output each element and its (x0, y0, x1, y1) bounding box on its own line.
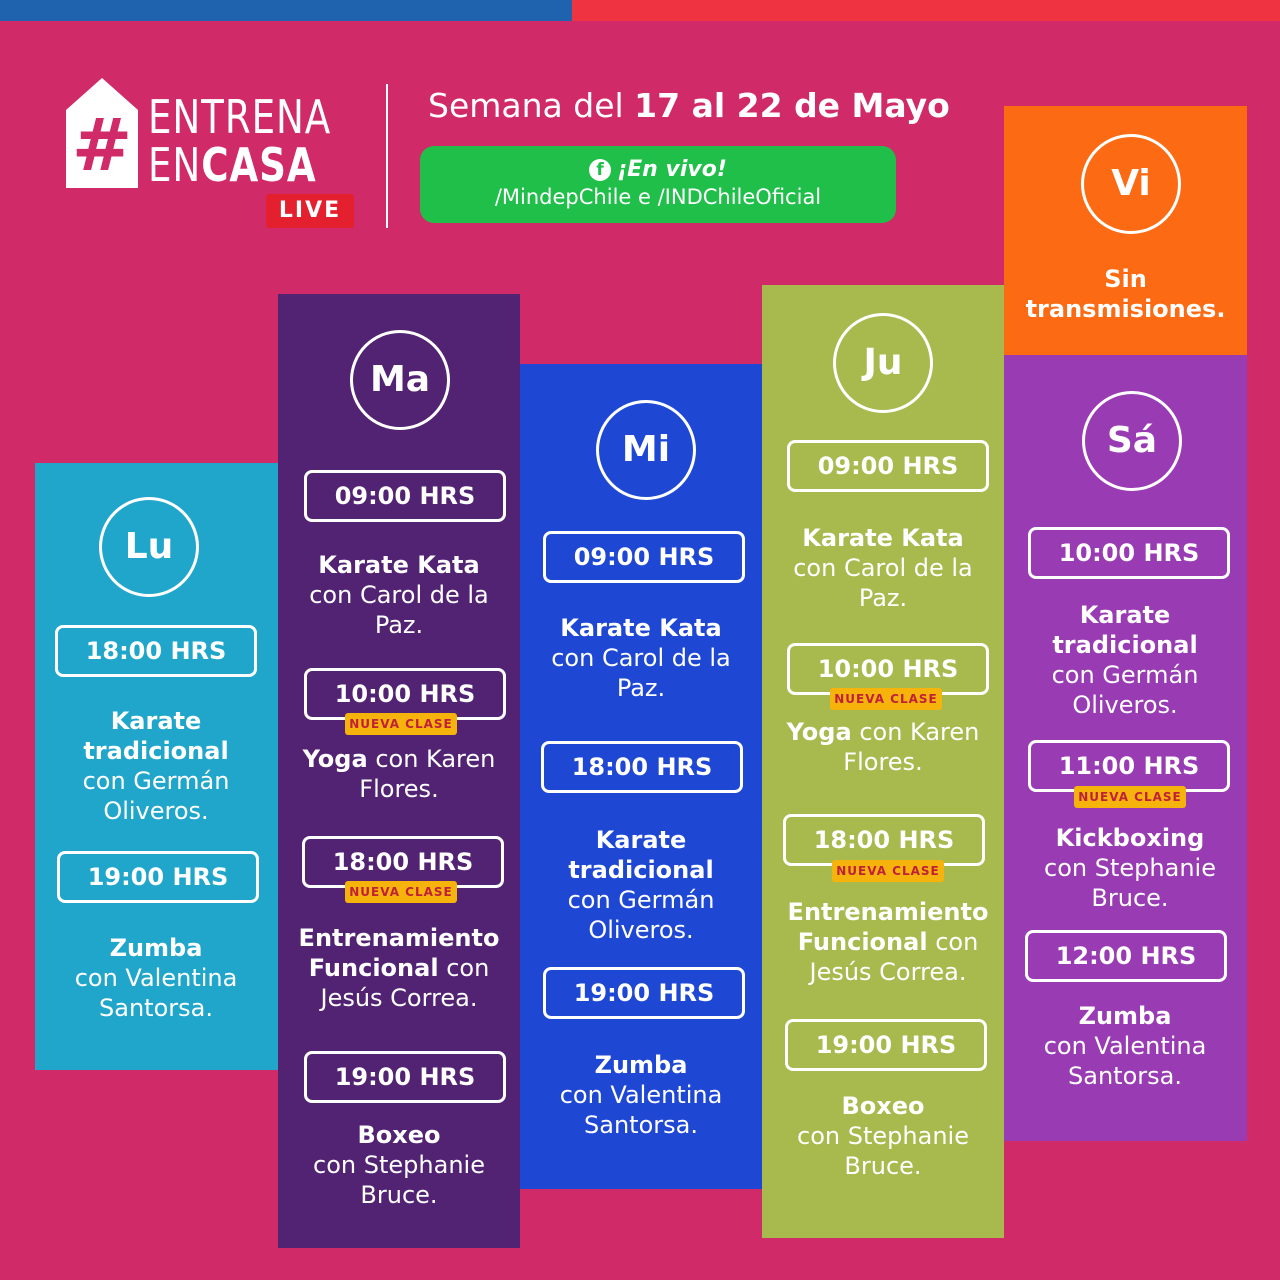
day-column-lunes: Lu 18:00 HRS Karate tradicional con Germá… (35, 463, 278, 1070)
class-description: Yoga con Karen Flores. (786, 718, 980, 776)
live-label-row: f ¡En vivo! (420, 156, 896, 184)
facebook-icon: f (589, 159, 612, 181)
logo-word-encasa: ENCASA (148, 138, 317, 192)
class-description: Entrenamiento Funcional con Jesús Correa… (298, 924, 500, 1012)
live-channels[interactable]: /MindepChile e /INDChileOficial (494, 185, 822, 209)
time-slot: 18:00 HRS (541, 741, 743, 793)
day-column-viernes: Vi Sin transmisiones. (1004, 106, 1247, 355)
time-slot: 19:00 HRS (304, 1051, 506, 1103)
day-column-sabado: Sá 10:00 HRS Karate tradicional con Germá… (1004, 355, 1247, 1141)
class-description: Zumba con Valentina Santorsa. (74, 934, 238, 1022)
live-stream-banner[interactable]: f ¡En vivo! /MindepChile e /INDChileOfici… (420, 146, 896, 223)
day-circle-vi: Vi (1081, 134, 1181, 234)
class-description: Karate Kata con Carol de la Paz. (793, 524, 973, 612)
day-column-jueves: Ju 09:00 HRS Karate Kata con Carol de la … (762, 285, 1004, 1238)
top-stripe-blue (0, 0, 572, 21)
time-slot: 18:00 HRS (55, 625, 257, 677)
day-circle-mi: Mi (596, 400, 696, 500)
day-column-martes: Ma 09:00 HRS Karate Kata con Carol de la … (278, 294, 520, 1248)
class-description: Zumba con Valentina Santorsa. (559, 1051, 723, 1139)
new-class-tag: NUEVA CLASE (345, 713, 457, 735)
house-hashtag-icon: # (66, 78, 138, 188)
class-description: Karate Kata con Carol de la Paz. (309, 551, 489, 639)
time-slot: 19:00 HRS (57, 851, 259, 903)
time-slot: 09:00 HRS (543, 531, 745, 583)
header-divider (386, 84, 388, 228)
live-label: ¡En vivo! (617, 157, 727, 182)
svg-text:#: # (72, 103, 132, 187)
entrena-en-casa-logo: # ENTRENA ENCASA LIVE (66, 78, 366, 230)
class-description: Karate Kata con Carol de la Paz. (551, 614, 731, 702)
new-class-tag: NUEVA CLASE (345, 881, 457, 903)
time-slot: 10:00 HRS (1028, 527, 1230, 579)
live-badge: LIVE (266, 194, 354, 228)
class-description: Boxeo con Stephanie Bruce. (797, 1092, 969, 1180)
class-description: Boxeo con Stephanie Bruce. (313, 1121, 485, 1209)
logo-word-entrena: ENTRENA (148, 90, 332, 144)
day-circle-lu: Lu (99, 497, 199, 597)
new-class-tag: NUEVA CLASE (830, 688, 942, 710)
class-description: Entrenamiento Funcional con Jesús Correa… (787, 898, 989, 986)
time-slot: 09:00 HRS (304, 470, 506, 522)
no-broadcast-note: Sin transmisiones. (1025, 265, 1226, 323)
time-slot: 19:00 HRS (785, 1019, 987, 1071)
day-column-miercoles: Mi 09:00 HRS Karate Kata con Carol de la … (520, 364, 762, 1189)
time-slot: 10:00 HRS (787, 643, 989, 695)
class-description: Karate tradicional con Germán Oliveros. (567, 826, 715, 944)
time-slot: 12:00 HRS (1025, 930, 1227, 982)
class-description: Karate tradicional con Germán Oliveros. (1051, 601, 1199, 719)
class-description: Kickboxing con Stephanie Bruce. (1044, 824, 1216, 912)
week-title: Semana del 17 al 22 de Mayo (428, 86, 950, 125)
new-class-tag: NUEVA CLASE (832, 860, 944, 882)
day-circle-ma: Ma (350, 330, 450, 430)
new-class-tag: NUEVA CLASE (1074, 786, 1186, 808)
time-slot: 19:00 HRS (543, 967, 745, 1019)
day-circle-ju: Ju (833, 313, 933, 413)
class-description: Zumba con Valentina Santorsa. (1043, 1002, 1207, 1090)
class-description: Yoga con Karen Flores. (302, 745, 496, 803)
day-circle-sa: Sá (1082, 391, 1182, 491)
class-description: Karate tradicional con Germán Oliveros. (82, 707, 230, 825)
time-slot: 18:00 HRS (783, 814, 985, 866)
time-slot: 11:00 HRS (1028, 740, 1230, 792)
top-stripe-red (572, 0, 1280, 21)
time-slot: 09:00 HRS (787, 440, 989, 492)
